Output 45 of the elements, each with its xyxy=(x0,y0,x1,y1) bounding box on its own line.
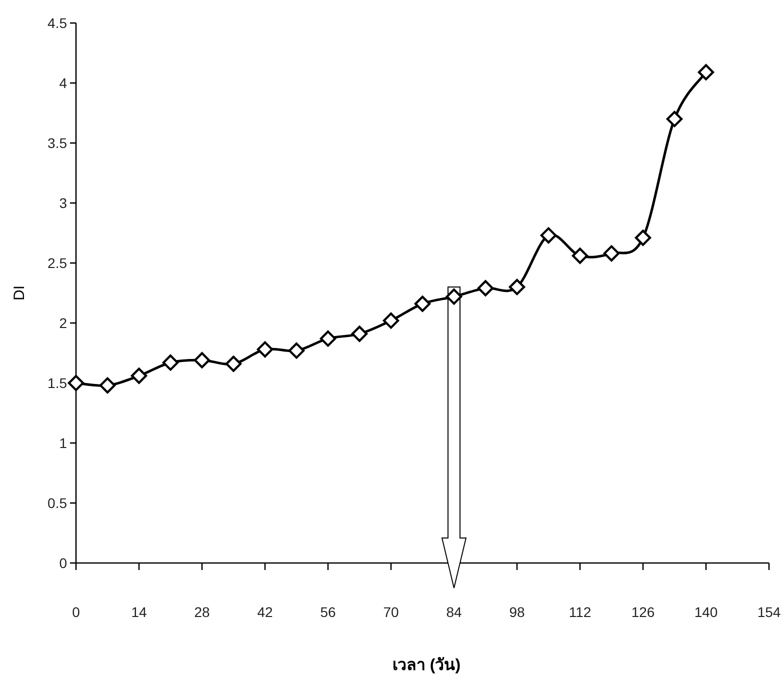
y-tick-label: 3 xyxy=(59,195,68,211)
x-tick-label: 112 xyxy=(568,604,592,620)
point xyxy=(351,326,368,342)
x-tick-label: 126 xyxy=(631,604,655,620)
point xyxy=(99,377,116,394)
point xyxy=(446,288,462,305)
y-tick-label: 4.5 xyxy=(48,15,68,31)
y-tick-label: 0.5 xyxy=(48,495,68,511)
point xyxy=(572,248,588,264)
y-tick-label: 0 xyxy=(59,555,68,571)
y-tick-label: 3.5 xyxy=(48,135,68,151)
point xyxy=(320,330,336,347)
point xyxy=(414,296,431,312)
point xyxy=(634,230,652,246)
point xyxy=(508,278,526,296)
point xyxy=(288,342,305,359)
point xyxy=(68,374,84,392)
x-tick-label: 98 xyxy=(509,604,525,620)
x-axis-title: เวลา (วัน) xyxy=(392,656,461,674)
x-tick-label: 56 xyxy=(320,604,336,620)
x-tick-label: 140 xyxy=(694,604,718,620)
y-tick-label: 1.5 xyxy=(48,375,68,391)
point xyxy=(194,352,210,368)
point xyxy=(162,354,179,371)
x-tick-label: 70 xyxy=(383,604,399,620)
y-axis-title: DI xyxy=(11,286,28,300)
y-tick-label: 1 xyxy=(59,435,68,451)
point xyxy=(698,64,714,80)
y-tick-label: 2 xyxy=(59,315,68,331)
point xyxy=(130,368,148,384)
x-tick-label: 154 xyxy=(757,604,781,620)
x-tick-label: 28 xyxy=(194,604,210,620)
x-tick-label: 14 xyxy=(131,604,147,620)
point xyxy=(382,312,400,329)
y-tick-label: 2.5 xyxy=(48,255,68,271)
x-tick-label: 0 xyxy=(72,604,80,620)
point xyxy=(477,280,494,296)
y-tick-label: 4 xyxy=(59,75,68,91)
point xyxy=(666,110,683,128)
point xyxy=(256,341,274,358)
x-tick-label: 84 xyxy=(446,604,462,620)
point xyxy=(225,356,242,372)
point xyxy=(540,227,557,244)
x-tick-label: 42 xyxy=(257,604,273,620)
point xyxy=(603,245,620,262)
